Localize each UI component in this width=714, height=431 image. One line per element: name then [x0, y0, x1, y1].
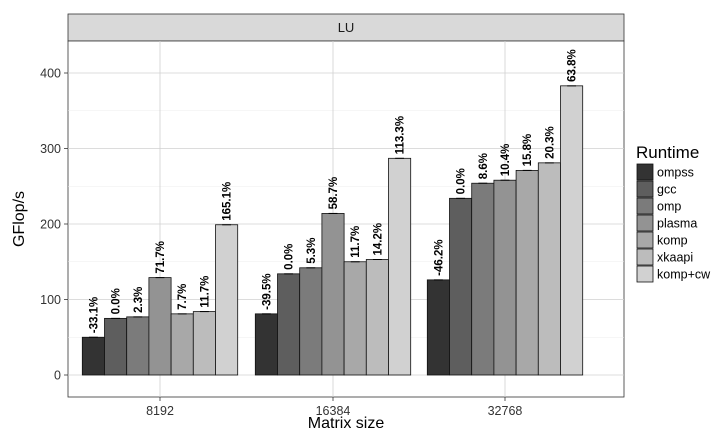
bar-data-label: 15.8%	[522, 134, 534, 167]
y-tick-label: 100	[40, 293, 61, 307]
bar-ompss-16384	[254, 313, 278, 376]
legend-key-plasma	[636, 214, 654, 232]
y-axis-title: GFlop/s	[11, 191, 28, 247]
bar-plasma-32768	[493, 179, 517, 376]
bar-data-label: 0.0%	[111, 288, 123, 314]
x-tick-label: 32768	[488, 404, 523, 418]
x-tick-label: 16384	[316, 404, 351, 418]
bar-data-label: 58.7%	[328, 177, 340, 210]
bar-data-label: 7.7%	[177, 284, 189, 310]
y-tick-label: 0	[54, 369, 61, 383]
bar-data-label: -46.2%	[433, 239, 445, 275]
legend-label: xkaapi	[657, 251, 693, 265]
bar-plasma-8192	[148, 277, 172, 376]
bar-data-label: 11.7%	[199, 276, 211, 308]
legend-label: ompss	[657, 166, 694, 180]
bar-data-label: 2.3%	[133, 287, 145, 313]
legend-key-ompss	[636, 163, 654, 181]
y-tick-label: 400	[40, 67, 61, 81]
bar-gcc-32768	[449, 197, 473, 376]
bar-komp-16384	[343, 261, 367, 376]
facet-strip	[67, 13, 625, 42]
legend-label: komp+cw	[657, 268, 711, 282]
bar-data-label: -39.5%	[261, 273, 273, 309]
bar-data-label: 0.0%	[456, 168, 468, 194]
legend-key-omp	[636, 197, 654, 215]
bar-plasma-16384	[321, 213, 345, 376]
x-axis: 8192 16384 32768	[146, 397, 522, 418]
legend-label: komp	[657, 234, 688, 248]
legend: Runtime ompss gcc omp plasma komp xkaapi komp+…	[636, 143, 711, 283]
legend-label: gcc	[657, 183, 676, 197]
bar-data-label: 63.8%	[567, 49, 579, 82]
bar-xkaapi-16384	[365, 259, 389, 376]
bar-omp-32768	[471, 182, 495, 376]
bar-data-label: 10.4%	[500, 144, 512, 177]
legend-key-komp	[636, 231, 654, 249]
bar-komp-32768	[515, 169, 539, 376]
bar-komp-cw-8192	[215, 224, 239, 376]
bar-komp-8192	[170, 313, 194, 376]
bar-omp-16384	[299, 267, 323, 376]
bar-xkaapi-32768	[537, 162, 561, 376]
bar-komp-cw-16384	[388, 157, 412, 376]
bar-data-label: 8.6%	[478, 153, 490, 179]
facet-label: LU	[338, 20, 355, 35]
y-tick-label: 300	[40, 142, 61, 156]
data-labels: -33.1% -39.5% -46.2% 0.0% 0.0% 0.0% 2.3% 5.3% 8.…	[88, 49, 578, 333]
bar-gcc-16384	[277, 273, 301, 376]
bar-data-label: 14.2%	[372, 223, 384, 256]
bars	[81, 85, 584, 376]
bar-data-label: 165.1%	[222, 182, 234, 221]
y-axis: 0 100 200 300 400	[40, 67, 68, 383]
bar-xkaapi-8192	[192, 311, 216, 376]
x-tick-label: 8192	[146, 404, 174, 418]
bar-data-label: 113.3%	[395, 116, 407, 154]
bar-data-label: 71.7%	[155, 241, 167, 274]
bar-data-label: 20.3%	[544, 126, 556, 159]
bar-gcc-8192	[104, 317, 128, 376]
y-tick-label: 200	[40, 218, 61, 232]
x-axis-title: Matrix size	[308, 415, 385, 431]
legend-label: plasma	[657, 217, 697, 231]
bar-data-label: 5.3%	[306, 238, 318, 264]
bar-data-label: 0.0%	[284, 244, 296, 270]
legend-title: Runtime	[636, 143, 699, 162]
bar-data-label: 11.7%	[350, 226, 362, 258]
legend-key-komp-cw	[636, 265, 654, 283]
bar-ompss-32768	[426, 279, 450, 376]
legend-key-gcc	[636, 180, 654, 198]
bar-ompss-8192	[81, 336, 105, 376]
bar-omp-8192	[126, 316, 150, 376]
legend-key-xkaapi	[636, 248, 654, 266]
bar-data-label: -33.1%	[88, 297, 100, 333]
bar-komp-cw-32768	[560, 85, 584, 376]
legend-label: omp	[657, 200, 681, 214]
